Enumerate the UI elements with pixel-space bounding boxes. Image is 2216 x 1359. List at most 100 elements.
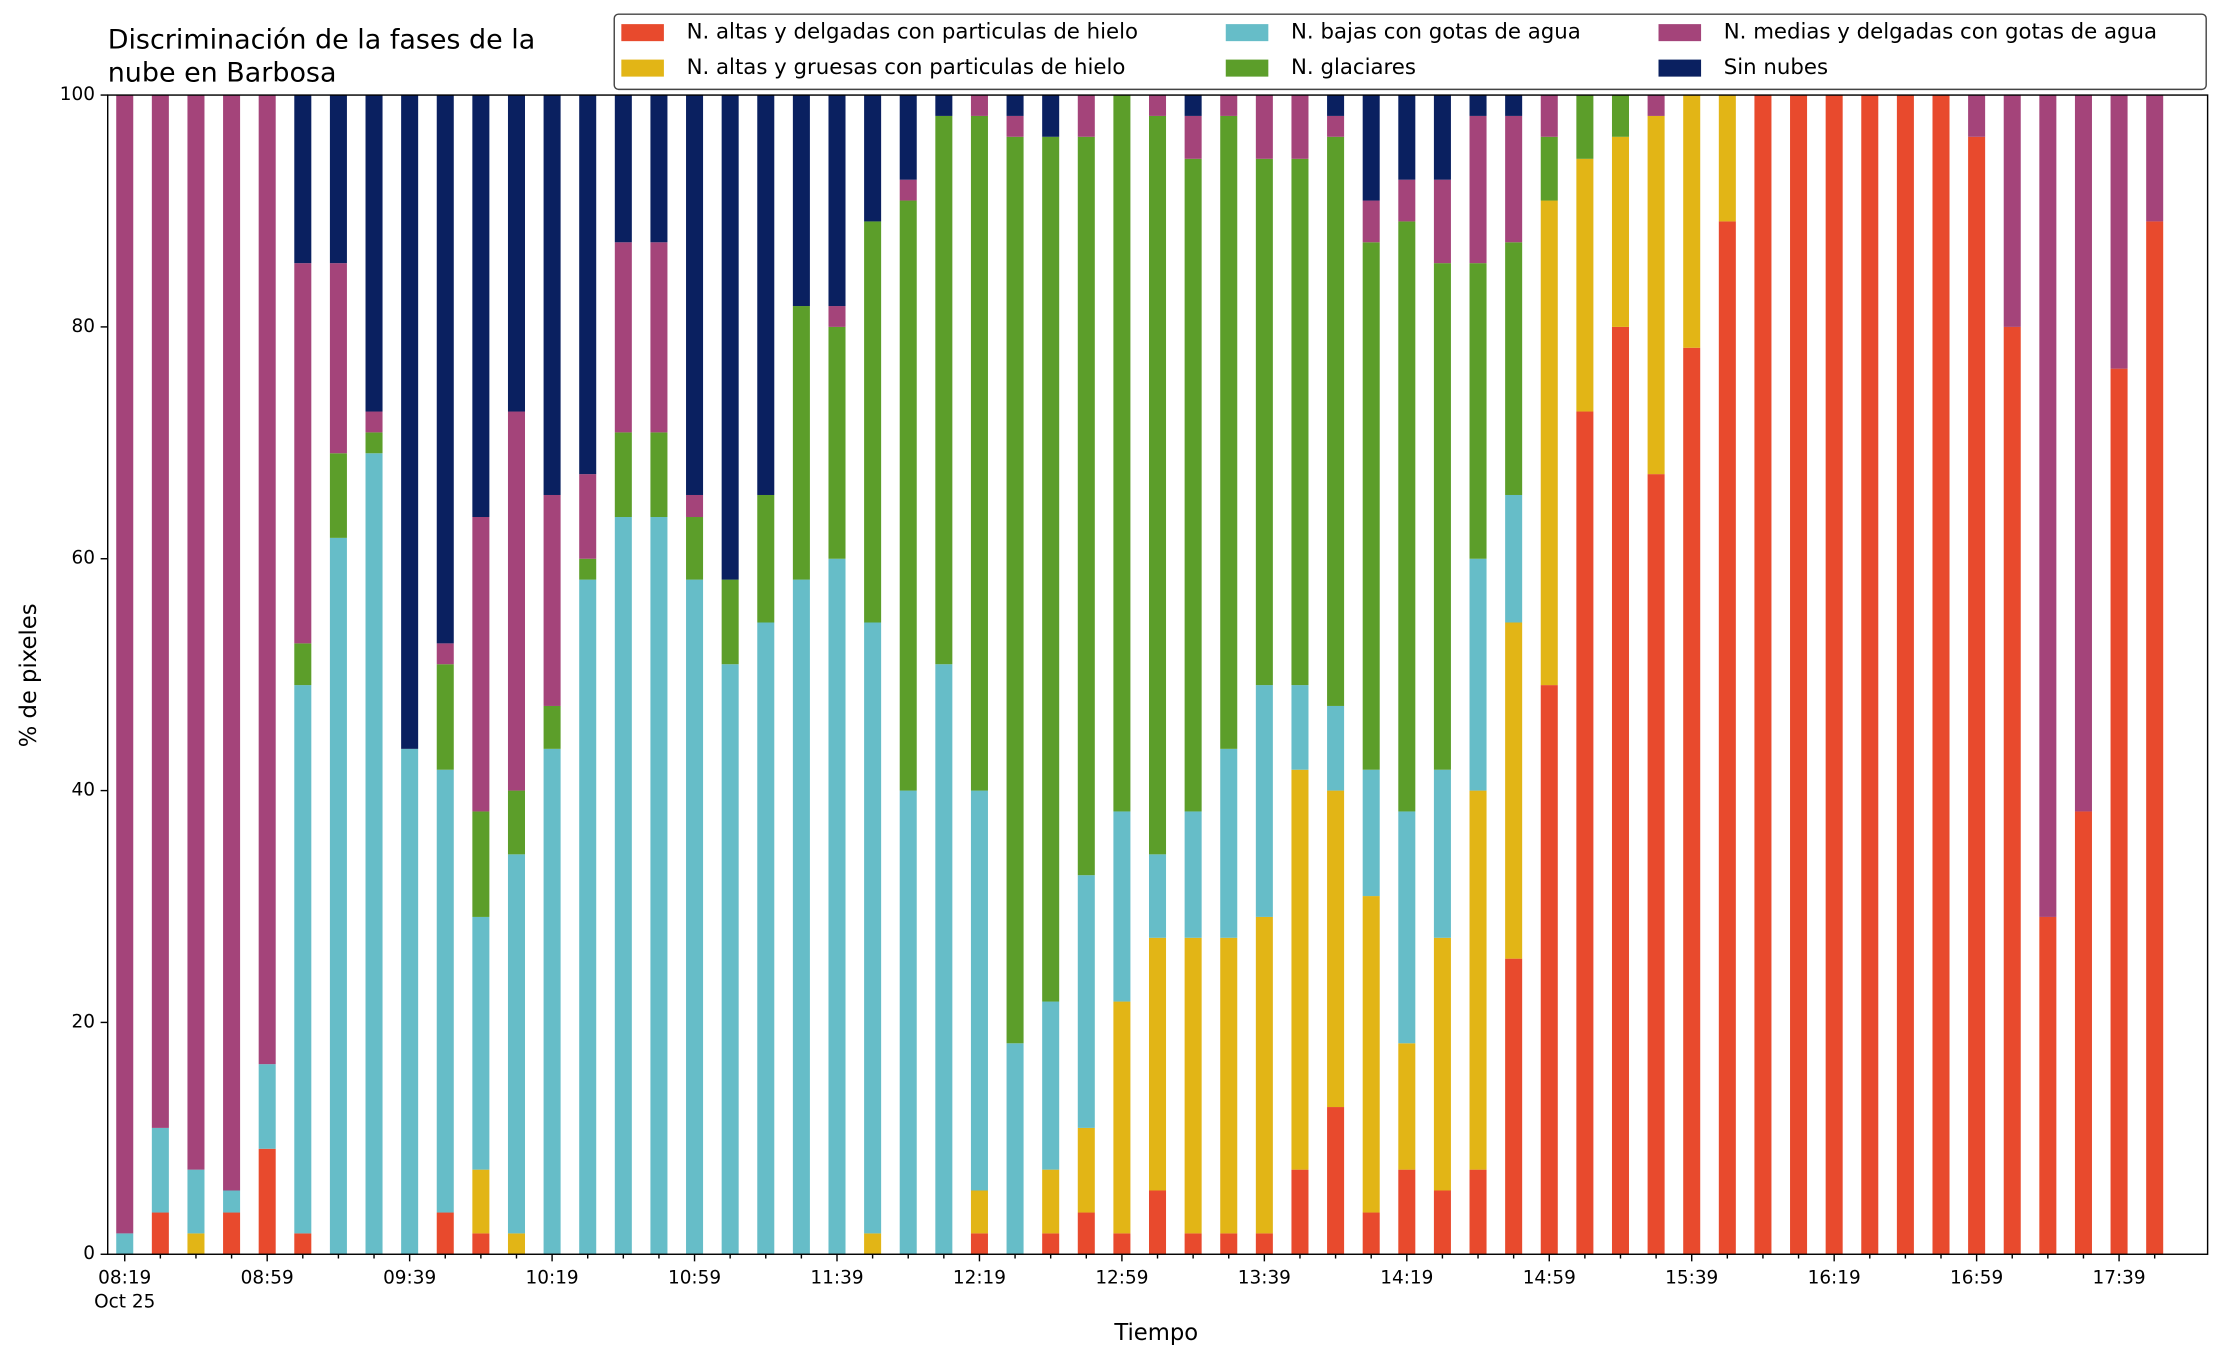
- bar-segment: [1896, 95, 1914, 1255]
- bar-segment: [1184, 158, 1202, 812]
- bar-segment: [2110, 95, 2128, 369]
- bar-segment: [151, 95, 169, 1128]
- legend-swatch: [621, 24, 664, 42]
- bar-segment: [1505, 115, 1523, 243]
- x-tick-label: 17:39: [2093, 1267, 2146, 1288]
- bar-segment: [970, 95, 988, 116]
- legend-box: [613, 13, 2207, 91]
- bar-segment: [116, 1233, 134, 1255]
- bar-segment: [1291, 769, 1309, 1170]
- legend-swatch: [621, 59, 664, 77]
- bar-segment: [828, 95, 846, 307]
- bar-segment: [1718, 95, 1736, 222]
- bar-segment: [757, 622, 775, 1255]
- bar-segment: [187, 95, 205, 1170]
- bar-segment: [757, 95, 775, 495]
- x-tick-label: 08:59: [241, 1267, 294, 1288]
- bar-segment: [507, 854, 525, 1234]
- bar-segment: [1362, 95, 1380, 201]
- bar-segment: [579, 474, 597, 559]
- x-tick-label: 08:19: [98, 1267, 151, 1288]
- bar-segment: [1042, 1169, 1060, 1234]
- bar-segment: [365, 411, 383, 433]
- bar-segment: [472, 916, 490, 1170]
- x-tick-label: 09:39: [383, 1267, 436, 1288]
- bar-segment: [1113, 95, 1131, 812]
- bar-segment: [223, 1190, 241, 1213]
- bar-segment: [1220, 1233, 1238, 1255]
- legend-label: N. altas y gruesas con particulas de hie…: [687, 55, 1126, 80]
- bar-segment: [1433, 769, 1451, 938]
- bar-segment: [2146, 221, 2164, 1255]
- bar-segment: [2003, 95, 2021, 327]
- bar-segment: [1255, 158, 1273, 686]
- bar-segment: [1077, 1212, 1095, 1255]
- bar-segment: [1149, 854, 1167, 938]
- bar-segment: [472, 811, 490, 917]
- bar-segment: [1576, 411, 1594, 1255]
- y-tick-label: 60: [71, 548, 94, 569]
- bar-segment: [2146, 95, 2164, 222]
- bar-segment: [151, 1127, 169, 1213]
- bar-segment: [1433, 1190, 1451, 1255]
- bar-segment: [1220, 115, 1238, 749]
- bar-segment: [365, 95, 383, 412]
- bar-segment: [1469, 115, 1487, 264]
- bar-segment: [2039, 95, 2057, 917]
- x-tick-label: 12:19: [953, 1267, 1006, 1288]
- bar-segment: [1362, 769, 1380, 897]
- bar-segment: [828, 558, 846, 1255]
- bar-segment: [1149, 95, 1167, 116]
- bar-segment: [1647, 115, 1665, 475]
- bar-segment: [1968, 136, 1986, 1255]
- bar-segment: [1469, 790, 1487, 1170]
- bar-segment: [935, 664, 953, 1255]
- bar-segment: [223, 1212, 241, 1255]
- chart-title: Discriminación de la fases de la: [108, 25, 536, 56]
- bar-segment: [436, 1212, 454, 1255]
- bar-segment: [1184, 115, 1202, 159]
- bar-segment: [472, 1233, 490, 1255]
- bar-segment: [650, 242, 668, 433]
- bar-segment: [614, 242, 632, 433]
- bar-segment: [1505, 958, 1523, 1255]
- bar-segment: [294, 685, 312, 1234]
- bar-segment: [1790, 95, 1808, 1255]
- bar-segment: [187, 1233, 205, 1255]
- x-tick-label: 12:59: [1095, 1267, 1148, 1288]
- bar-segment: [614, 517, 632, 1255]
- bar-segment: [935, 115, 953, 665]
- bar-segment: [1291, 685, 1309, 770]
- bar-segment: [579, 579, 597, 1255]
- bar-segment: [1398, 1169, 1416, 1255]
- y-tick-label: 40: [71, 780, 94, 801]
- bar-segment: [970, 790, 988, 1191]
- bar-segment: [2003, 326, 2021, 1255]
- bar-segment: [329, 95, 347, 264]
- plot-frame: [107, 94, 2209, 1255]
- bar-segment: [1327, 790, 1345, 1108]
- bar-segment: [1042, 1233, 1060, 1255]
- bar-segment: [1042, 136, 1060, 1002]
- bar-segment: [1683, 347, 1701, 1255]
- x-tick-label: 16:19: [1808, 1267, 1861, 1288]
- bar-segment: [1149, 937, 1167, 1191]
- bar-segment: [2074, 95, 2092, 812]
- bar-segment: [436, 95, 454, 644]
- bar-segment: [1327, 1107, 1345, 1255]
- bar-segment: [1825, 95, 1843, 1255]
- bar-segment: [365, 432, 383, 454]
- bar-segment: [1540, 95, 1558, 137]
- legend-swatch: [1225, 24, 1269, 42]
- bar-segment: [507, 95, 525, 412]
- bar-segment: [294, 263, 312, 644]
- bar-segment: [258, 1064, 276, 1149]
- bar-segment: [579, 558, 597, 580]
- bar-segment: [1505, 494, 1523, 623]
- bar-segment: [258, 95, 276, 1065]
- bar-segment: [1398, 1043, 1416, 1170]
- bar-segment: [1184, 1233, 1202, 1255]
- bar-segment: [329, 453, 347, 538]
- bar-segment: [686, 579, 704, 1255]
